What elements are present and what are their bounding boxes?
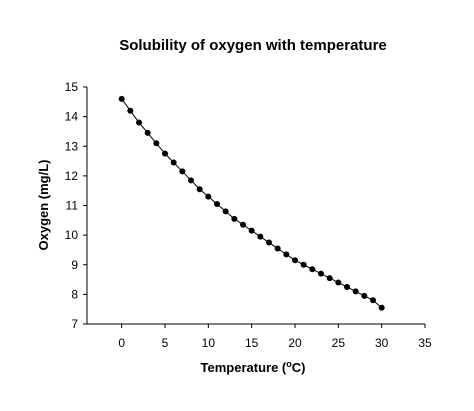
y-tick-label: 14 [65, 110, 79, 124]
data-point [231, 215, 238, 222]
data-point [292, 257, 298, 264]
data-point [361, 292, 368, 299]
data-point [378, 304, 385, 311]
data-point [118, 95, 125, 102]
series-layer [118, 95, 385, 311]
data-point [205, 193, 212, 200]
data-point [352, 288, 359, 295]
data-point [196, 186, 203, 193]
x-tick-label: 5 [162, 336, 169, 350]
data-point [136, 119, 142, 126]
y-tick-label: 15 [65, 80, 79, 94]
series-line [121, 98, 382, 309]
data-point [370, 297, 376, 304]
data-point [144, 129, 151, 136]
data-point [266, 239, 272, 246]
x-tick-label: 35 [418, 336, 432, 350]
data-point [222, 208, 229, 215]
y-tick-label: 13 [65, 139, 79, 153]
x-tick-label: 0 [118, 336, 125, 350]
y-tick-label: 7 [71, 317, 78, 331]
x-axis-label: Temperature (oC) [201, 359, 306, 375]
data-point [188, 177, 194, 184]
data-point [240, 221, 246, 228]
x-tick-label: 20 [288, 336, 302, 350]
data-point [309, 266, 316, 273]
y-tick-label: 8 [71, 287, 78, 301]
plot-area: 0 5 10 15 20 25 30 35 7 8 9 10 11 12 13 14 15 [65, 80, 432, 350]
data-point [344, 283, 350, 290]
data-point [248, 227, 255, 234]
x-tick-label: 10 [202, 336, 216, 350]
y-axis-ticks: 7 8 9 10 11 12 13 14 15 [65, 80, 87, 331]
y-axis-label: Oxygen (mg/L) [36, 159, 51, 250]
y-tick-label: 9 [71, 258, 78, 272]
data-point [162, 150, 168, 157]
x-tick-label: 30 [375, 336, 389, 350]
data-point [326, 275, 333, 282]
x-axis-ticks: 0 5 10 15 20 25 30 35 [118, 324, 432, 350]
data-point [283, 251, 290, 258]
data-point [257, 233, 264, 240]
data-point [300, 261, 307, 268]
data-point [179, 168, 186, 175]
data-point [170, 159, 177, 166]
y-tick-label: 10 [65, 228, 79, 242]
data-point [335, 279, 342, 286]
x-tick-label: 15 [245, 336, 259, 350]
y-tick-label: 11 [66, 199, 79, 213]
data-point [318, 270, 324, 277]
data-point [153, 140, 160, 147]
chart-title: Solubility of oxygen with temperature [119, 37, 387, 54]
y-tick-label: 12 [65, 169, 79, 183]
data-point [274, 245, 281, 252]
x-tick-label: 25 [332, 336, 346, 350]
data-point [127, 107, 134, 114]
data-point [214, 201, 220, 208]
